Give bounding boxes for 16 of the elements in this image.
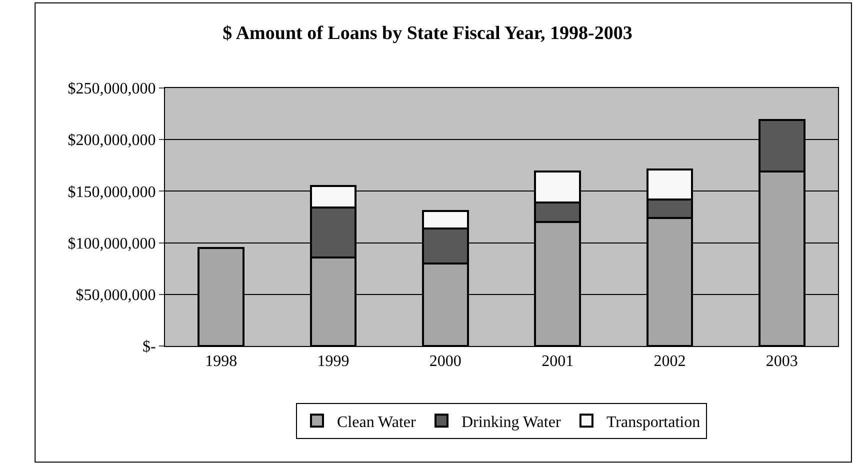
legend-label: Transportation [606,414,700,431]
y-tick-label: $100,000,000 [68,235,156,252]
x-tick-label: 1999 [317,353,350,370]
legend-label: Drinking Water [462,414,562,431]
legend-label: Clean Water [337,414,416,431]
x-tick-label: 1998 [205,353,238,370]
chart-title: $ Amount of Loans by State Fiscal Year, 1998-2003 [222,23,632,44]
y-tick-label: $250,000,000 [68,80,156,98]
y-tick-label: $50,000,000 [76,287,156,304]
y-tick-label: $200,000,000 [68,132,156,150]
x-tick-label: 2003 [766,353,798,370]
y-tick-label: $150,000,000 [68,184,156,201]
y-tick-label: $- [142,338,156,356]
x-tick-label: 2000 [429,353,462,370]
x-tick-label: 2001 [542,353,574,370]
x-tick-label: 2002 [654,353,686,370]
